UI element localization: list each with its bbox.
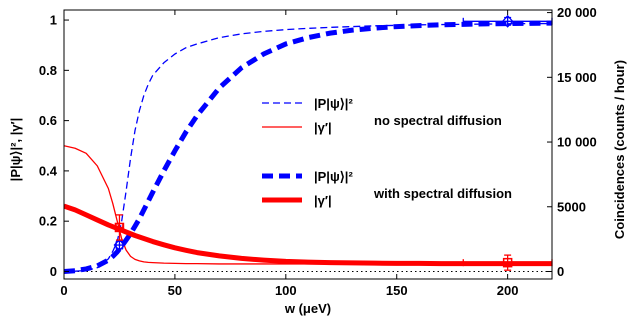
axes-layer: 0 50 100 150 200 0 0.2 0.4 0.6 0.8 1 0 5000 10 000 15 …: [8, 5, 627, 316]
square-marker: [502, 257, 513, 268]
series-p-with-diffusion-line: [64, 20, 552, 274]
y-left-tick-label: 0.2: [39, 214, 57, 229]
measured-point-1: [113, 238, 126, 252]
square-marker: [114, 222, 125, 233]
measured-points-layer: [113, 14, 553, 271]
x-tick-label: 150: [386, 283, 408, 298]
legend-entry-label: |P|ψ⟩|²: [314, 96, 353, 111]
legend-group-label: no spectral diffusion: [374, 113, 502, 128]
y-right-tick-label: 0: [557, 264, 564, 279]
measured-point-4: [462, 254, 553, 271]
y-left-tick-label: 0: [50, 264, 57, 279]
y-right-tick-label: 20 000: [557, 5, 597, 20]
measured-point-3: [114, 214, 125, 241]
x-axis-label: w (μeV): [284, 301, 331, 316]
x-tick-label: 200: [497, 283, 519, 298]
y-right-axis-label: Coincidences (counts / hour): [612, 60, 627, 239]
legend: |P|ψ⟩|² |γ′| |P|ψ⟩|² |γ′| no spectral diffus…: [262, 96, 512, 208]
series-gamma-with-diffusion-line: [64, 203, 552, 267]
x-tick-label: 100: [275, 283, 297, 298]
series-gamma-no-diffusion-line: [64, 145, 552, 265]
y-left-tick-label: 0.4: [39, 163, 58, 178]
curves-layer: [64, 20, 552, 274]
y-left-tick-label: 0.6: [39, 113, 57, 128]
y-right-tick-label: 10 000: [557, 135, 597, 150]
y-left-tick-label: 0.8: [39, 63, 57, 78]
x-tick-label: 50: [168, 283, 182, 298]
legend-group-label: with spectral diffusion: [373, 186, 512, 201]
y-left-tick-label: 1: [50, 13, 57, 28]
plot-frame: [63, 9, 553, 280]
y-left-axis-label: |P|ψ⟩|², |γ′|: [8, 118, 23, 182]
diamond-marker: [113, 238, 126, 252]
legend-entry-label: |γ′|: [314, 193, 332, 208]
y-right-tick-label: 5000: [557, 199, 586, 214]
legend-entry-label: |P|ψ⟩|²: [314, 169, 353, 184]
legend-entry-label: |γ′|: [314, 120, 332, 135]
diamond-marker: [501, 14, 514, 28]
series-p-no-diffusion-line: [64, 22, 552, 273]
x-tick-label: 0: [60, 283, 67, 298]
y-right-tick-label: 15 000: [557, 70, 597, 85]
